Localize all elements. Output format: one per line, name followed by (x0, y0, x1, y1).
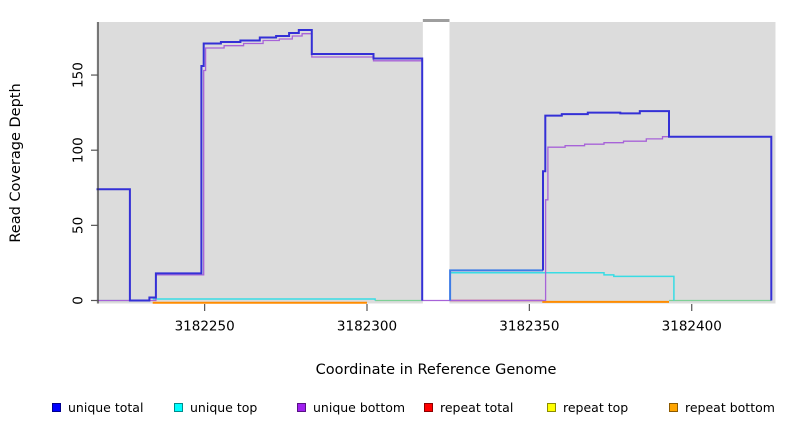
legend: unique total unique top unique bottom repea… (0, 399, 792, 421)
x-tick-label: 3182250 (175, 319, 235, 335)
series-line-unique-total (96, 29, 424, 302)
y-axis-title: Read Coverage Depth (8, 83, 24, 242)
legend-swatch-repeat-bottom (669, 402, 678, 412)
legend-swatch-repeat-total (424, 402, 433, 412)
legend-item-unique-top: unique top (174, 399, 257, 415)
legend-item-unique-total: unique total (52, 399, 143, 415)
legend-label: repeat total (440, 399, 514, 415)
legend-swatch-unique-total (52, 402, 61, 412)
x-axis-title: Coordinate in Reference Genome (316, 362, 557, 378)
series-line-unique-total (542, 110, 773, 301)
series-line-unique-top (450, 271, 675, 301)
legend-swatch-unique-top (174, 402, 183, 412)
legend-label: repeat top (563, 399, 629, 415)
legend-label: repeat bottom (685, 399, 775, 415)
coverage-plot-canvas: 0 50 100 150 3182250 3182300 3182350 3182400 Co… (8, 19, 776, 378)
masked-region (422, 22, 450, 304)
legend-label: unique total (68, 399, 144, 415)
legend-item-repeat-bottom: repeat bottom (669, 399, 775, 415)
y-tick-label: 50 (71, 217, 87, 234)
x-tick-label: 3182300 (337, 319, 397, 335)
masked-region-top-bar (422, 19, 450, 22)
legend-swatch-repeat-top (547, 402, 556, 412)
series-line-unique-total (449, 269, 543, 301)
y-tick-label: 150 (71, 62, 87, 88)
x-tick-label: 3182400 (662, 319, 722, 335)
legend-label: unique top (190, 399, 258, 415)
legend-label: unique bottom (313, 399, 406, 415)
series-line-unique-top (152, 298, 376, 301)
legend-item-repeat-top: repeat top (547, 399, 628, 415)
y-tick-label: 100 (71, 137, 87, 163)
legend-item-unique-bottom: unique bottom (297, 399, 405, 415)
legend-swatch-unique-bottom (297, 402, 306, 412)
x-tick-label: 3182350 (499, 319, 559, 335)
legend-item-repeat-total: repeat total (424, 399, 513, 415)
y-tick-label: 0 (71, 296, 87, 305)
